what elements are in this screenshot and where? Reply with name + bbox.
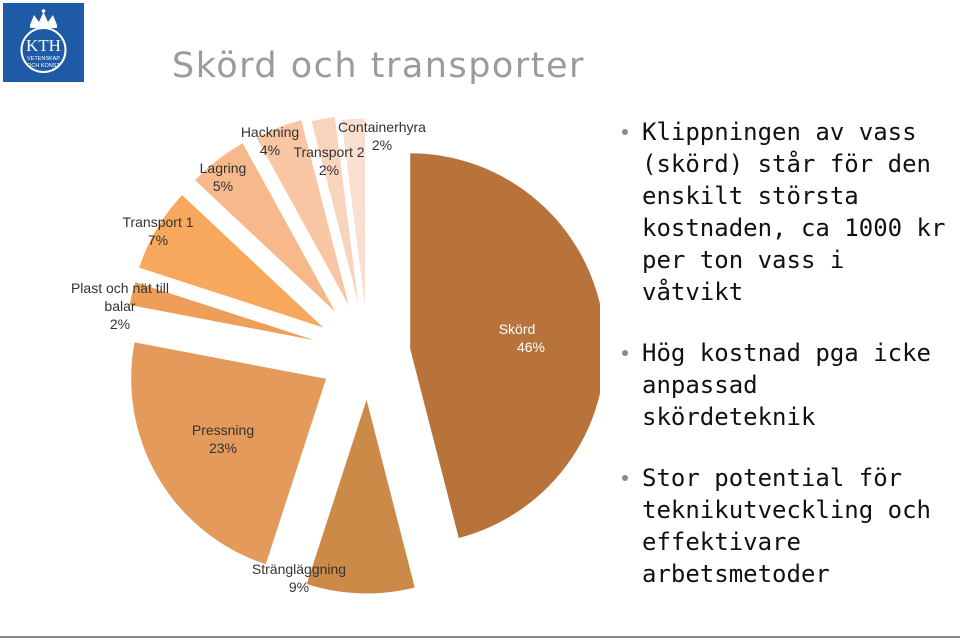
pie-value-hackning: 4% xyxy=(260,142,280,158)
bottom-rule xyxy=(0,636,960,638)
pie-label-skord: Skörd xyxy=(499,321,536,337)
pie-value-stranglaggning: 9% xyxy=(289,579,309,595)
pie-value-containerhyra: 2% xyxy=(372,137,392,153)
bullet-item: Hög kostnad pga icke anpassad skördeteknik xyxy=(620,337,955,433)
pie-value-transport-1: 7% xyxy=(148,232,168,248)
bullet-line: (skörd) står för den xyxy=(642,150,931,178)
bullet-list: Klippningen av vass (skörd) står för den e… xyxy=(620,116,955,619)
slide-title: Skörd och transporter xyxy=(172,46,585,86)
bullet-line: kostnaden, ca 1000 kr xyxy=(642,214,946,242)
bullet-item: Klippningen av vass (skörd) står för den e… xyxy=(620,116,955,308)
pie-slice-plast-och-nat-till-balar xyxy=(128,280,322,343)
bullet-line: teknikutveckling och xyxy=(642,496,931,524)
pie-label-hackning: Hackning xyxy=(241,124,299,140)
logo-text-sub2: OCH KONST xyxy=(27,63,60,69)
pie-slice-transport-1 xyxy=(137,193,326,330)
pie-slice-stranglaggning xyxy=(305,396,416,595)
pie-label-transport-2: Transport 2 xyxy=(293,144,364,160)
bullet-dot-icon xyxy=(622,129,628,135)
logo-text-sub1: VETENSKAP xyxy=(27,56,60,62)
pie-label-stranglaggning: Strängläggning xyxy=(252,561,346,577)
pie-chart: Skörd 46% Strängläggning 9% Pressning 23% Plas… xyxy=(71,115,600,595)
bullet-line: effektivare xyxy=(642,528,801,556)
pie-value-lagring: 5% xyxy=(213,178,233,194)
pie-slice-containerhyra xyxy=(340,117,366,315)
pie-label-lagring: Lagring xyxy=(200,160,247,176)
pie-value-pressning: 23% xyxy=(209,440,237,456)
pie-value-plast-och-nat-till-balar: 2% xyxy=(110,316,130,332)
pie-slice-lagring xyxy=(193,142,338,315)
bullet-line: anpassad xyxy=(642,371,758,399)
bullet-line: Hög kostnad pga icke xyxy=(642,339,931,367)
pie-label-plast-och-nat-till-balar-line2: balar xyxy=(104,298,135,314)
bullet-item: Stor potential för teknikutveckling och ef… xyxy=(620,462,955,590)
bullet-line: arbetsmetoder xyxy=(642,560,830,588)
bullet-dot-icon xyxy=(622,475,628,481)
pie-slice-transport-2 xyxy=(310,115,361,311)
bullet-line: skördeteknik xyxy=(642,403,816,431)
bullet-line: enskilt största xyxy=(642,182,859,210)
pie-value-transport-2: 2% xyxy=(319,162,339,178)
pie-label-containerhyra: Containerhyra xyxy=(338,119,426,135)
pie-slice-pressning xyxy=(130,341,328,566)
logo-text-main: KTH xyxy=(26,36,61,55)
bullet-line: Stor potential för xyxy=(642,464,903,492)
bullet-line: per ton vass i våtvikt xyxy=(642,246,845,306)
pie-value-skord: 46% xyxy=(517,339,545,355)
pie-slice-hackning xyxy=(255,118,351,310)
pie-label-transport-1: Transport 1 xyxy=(122,214,193,230)
bullet-dot-icon xyxy=(622,350,628,356)
pie-slice-skord xyxy=(409,152,600,540)
kth-logo: KTH VETENSKAP OCH KONST xyxy=(2,2,85,83)
pie-label-plast-och-nat-till-balar: Plast och nät till xyxy=(71,280,169,296)
pie-label-pressning: Pressning xyxy=(192,422,254,438)
bullet-line: Klippningen av vass xyxy=(642,118,917,146)
